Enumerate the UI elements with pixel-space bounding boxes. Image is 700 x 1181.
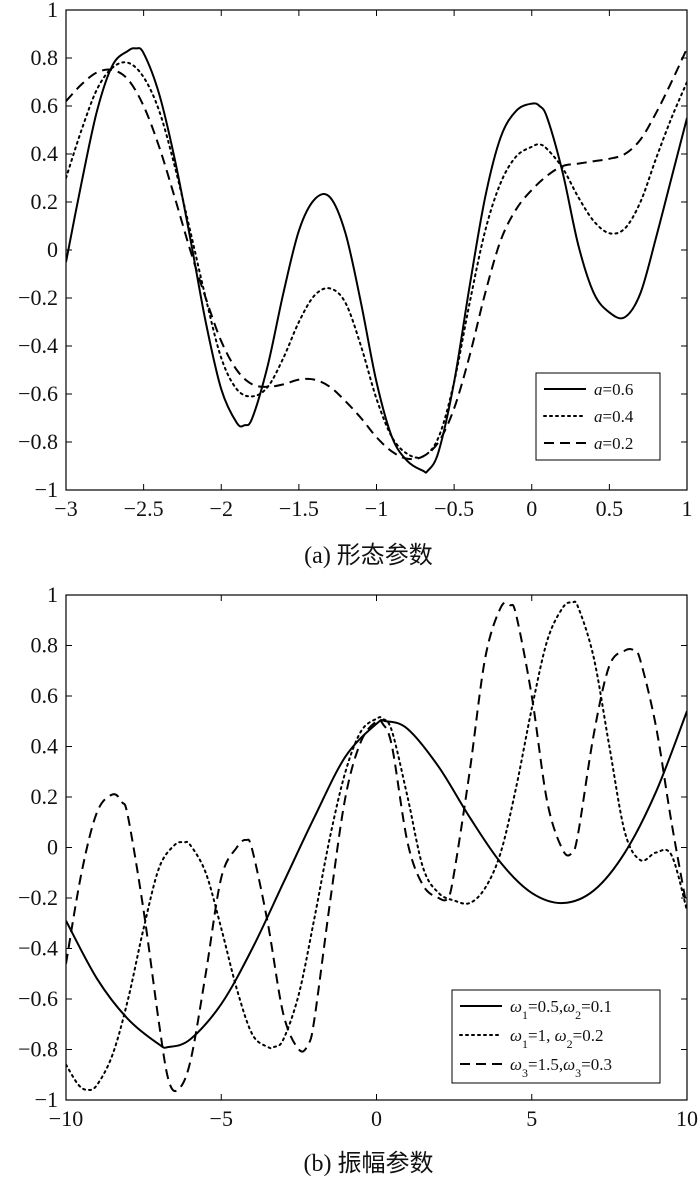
y-tick-label: −0.6 xyxy=(18,986,58,1011)
panel-caption: (a) 形态参数 xyxy=(304,542,433,569)
x-tick-label: 1 xyxy=(682,496,693,521)
legend-label-3: ω3=1.5,ω3=0.3 xyxy=(510,1055,612,1080)
series-group xyxy=(66,600,687,1093)
series-line-2 xyxy=(66,600,687,1091)
series-line-3 xyxy=(66,47,687,461)
y-tick-label: −0.2 xyxy=(18,885,58,910)
x-tick-label: −2.5 xyxy=(124,496,164,521)
chart-panel-b: −10 −5 0 5 10 −1 −0.8 −0.6 −0.4 −0.2 0 0.2 0.4 0.6 0.8… xyxy=(18,582,698,1177)
legend-label-2: a=0.4 xyxy=(594,407,634,426)
y-tick-label: 1 xyxy=(47,582,58,607)
x-tick-label: 10 xyxy=(676,1106,698,1131)
x-tick-label: −1 xyxy=(365,496,388,521)
series-line-2 xyxy=(66,61,687,459)
x-tick-label: −10 xyxy=(49,1106,83,1131)
x-tick-label: 0.5 xyxy=(596,496,624,521)
legend-label-1: ω1=0.5,ω2=0.1 xyxy=(510,997,612,1022)
y-tick-label: 0 xyxy=(47,835,58,860)
x-tick-label: 5 xyxy=(526,1106,537,1131)
legend: a=0.6 a=0.4 a=0.2 xyxy=(535,372,661,461)
y-tick-label: −0.8 xyxy=(18,1037,58,1062)
y-tick-label: 1 xyxy=(47,0,58,22)
y-tick-label: −0.6 xyxy=(18,381,58,406)
x-tick-label: 0 xyxy=(526,496,537,521)
legend-label-1: a=0.6 xyxy=(594,380,633,399)
y-tick-label: −1 xyxy=(35,1087,58,1112)
y-tick-label: 0.8 xyxy=(31,633,59,658)
series-line-1 xyxy=(66,47,687,474)
legend-label-2: ω1=1, ω2=0.2 xyxy=(510,1026,603,1051)
y-tick-label: −0.8 xyxy=(18,429,58,454)
chart-panel-a: −3 −2.5 −2 −1.5 −1 −0.5 0 0.5 1 −1 −0.8 −0.6 −0.4 −0.… xyxy=(18,0,692,569)
y-tick-label: 0.2 xyxy=(31,784,59,809)
y-tick-label: 0.4 xyxy=(31,734,59,759)
y-tick-label: 0.4 xyxy=(31,141,59,166)
y-tick-label: −0.4 xyxy=(18,333,58,358)
x-tick-label: −0.5 xyxy=(434,496,474,521)
legend: ω1=0.5,ω2=0.1 ω1=1, ω2=0.2 ω3=1.5,ω3=0.3 xyxy=(451,989,661,1084)
panel-caption: (b) 振幅参数 xyxy=(304,1150,434,1177)
series-group xyxy=(66,47,687,474)
y-tick-label: 0 xyxy=(47,237,58,262)
legend-label-3: a=0.2 xyxy=(594,434,633,453)
x-tick-label: −3 xyxy=(54,496,77,521)
x-tick-label: −2 xyxy=(210,496,233,521)
y-tick-label: −0.4 xyxy=(18,936,58,961)
y-tick-label: 0.6 xyxy=(31,93,59,118)
x-tick-label: 0 xyxy=(371,1106,382,1131)
y-tick-label: 0.8 xyxy=(31,45,59,70)
x-tick-label: −5 xyxy=(210,1106,233,1131)
y-tick-label: −0.2 xyxy=(18,285,58,310)
y-tick-label: −1 xyxy=(35,477,58,502)
series-line-1 xyxy=(66,710,687,1049)
x-tick-label: −1.5 xyxy=(279,496,319,521)
y-tick-label: 0.6 xyxy=(31,683,59,708)
y-tick-label: 0.2 xyxy=(31,189,59,214)
series-line-3 xyxy=(66,601,687,1093)
